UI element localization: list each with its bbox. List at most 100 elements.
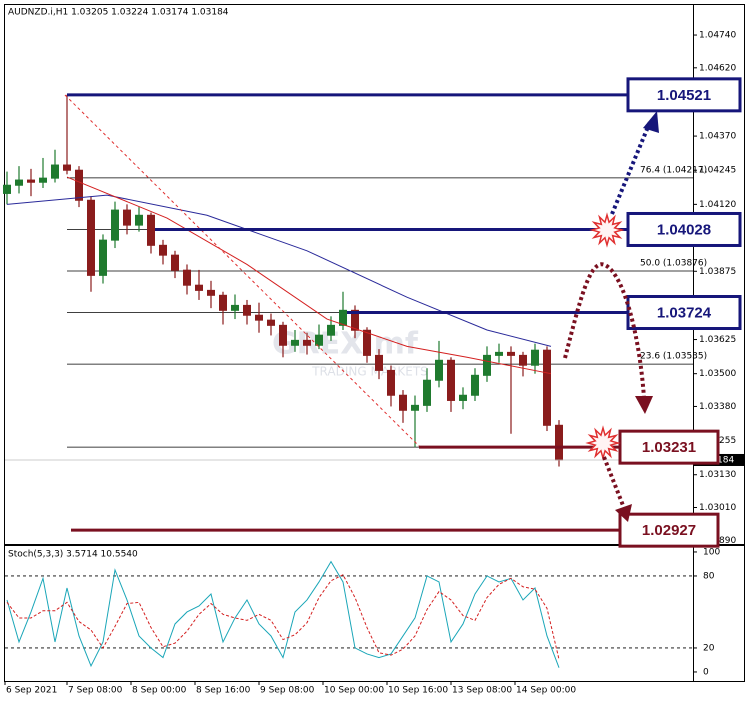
level-box: [618, 429, 720, 465]
stoch-title: Stoch(5,3,3) 3.5714 10.5540: [8, 550, 138, 560]
y-tick-label: 1.04620: [699, 63, 736, 73]
candle-body: [123, 209, 131, 226]
level-box: [626, 211, 742, 247]
level-box: [626, 77, 742, 113]
candle-body: [3, 184, 11, 194]
arrow-up: [610, 121, 652, 215]
candle-body: [327, 324, 335, 336]
stoch-panel: [4, 545, 745, 682]
arrow-arc: [563, 262, 646, 399]
level-label: 1.02927: [642, 522, 696, 539]
candle-body: [471, 374, 479, 396]
y-tick-label: 1.03130: [699, 470, 736, 480]
candle-body: [375, 354, 383, 371]
y-tick-label: 1.04370: [699, 132, 736, 142]
moving-average: [66, 176, 552, 375]
candle-body: [99, 239, 107, 276]
x-tick-label: 10 Sep 00:00: [324, 686, 384, 696]
stoch-line: [6, 574, 560, 660]
candle-body: [315, 334, 323, 346]
level-box: [618, 512, 720, 548]
arrow-head: [615, 504, 632, 522]
candle-body: [267, 319, 275, 326]
y-tick-label: 1.04245: [699, 166, 736, 176]
candle-body: [363, 329, 371, 356]
y-tick-label: 1.03010: [699, 503, 736, 513]
candle-body: [51, 164, 59, 179]
starburst: [589, 212, 625, 248]
arrow-head: [643, 111, 659, 133]
x-tick-label: 9 Sep 08:00: [260, 686, 315, 696]
fib-label: 50.0 (1.03876): [640, 258, 707, 268]
candle-body: [483, 354, 491, 376]
watermark-sub: TRADING MARKETS: [311, 365, 428, 379]
fib-label: 23.6 (1.03535): [640, 352, 707, 362]
candle-body: [291, 339, 299, 346]
candle-body: [495, 351, 503, 356]
x-tick-label: 8 Sep 16:00: [196, 686, 251, 696]
y-tick-label: 80: [703, 571, 715, 581]
candle-body: [219, 294, 227, 311]
candle-body: [231, 304, 239, 311]
arrow-head: [635, 396, 653, 414]
candle-body: [255, 314, 263, 321]
candle-body: [459, 394, 467, 401]
level-label: 1.03231: [642, 439, 696, 456]
candle-body: [75, 169, 83, 201]
candle-body: [531, 349, 539, 366]
candle-body: [147, 214, 155, 246]
candle-body: [159, 244, 167, 256]
candle-body: [519, 354, 527, 366]
overlay-layer: 1.04521 1.04028 1.03724 1.03231 1.02927: [67, 77, 742, 548]
y-tick-label: 1.03500: [699, 369, 736, 379]
x-tick-label: 8 Sep 00:00: [132, 686, 187, 696]
starburst: [585, 425, 621, 461]
candle-body: [351, 309, 359, 331]
level-box: [626, 295, 742, 331]
y-tick-label: 1.03380: [699, 402, 736, 412]
level-label: 1.04028: [657, 221, 711, 238]
stoch-line: [6, 560, 560, 668]
candle-body: [243, 304, 251, 316]
candle-body: [423, 379, 431, 406]
candle-body: [15, 179, 23, 186]
candle-body: [399, 394, 407, 411]
y-tick-label: 20: [703, 643, 715, 653]
candle-body: [543, 349, 551, 426]
arrows: [563, 121, 652, 509]
candle-body: [195, 284, 203, 291]
y-tick-label: 1.04740: [699, 31, 736, 41]
x-tick-label: 6 Sep 2021: [6, 686, 57, 696]
candle-body: [27, 179, 35, 183]
candle-body: [63, 164, 71, 171]
candle-body: [387, 369, 395, 396]
candle-body: [279, 324, 287, 346]
candle-body: [135, 214, 143, 226]
x-tick-label: 7 Sep 08:00: [68, 686, 123, 696]
candle-body: [303, 339, 311, 346]
candle-body: [171, 254, 179, 271]
candle-body: [447, 359, 455, 401]
candle-body: [411, 404, 419, 411]
candle-body: [507, 351, 515, 356]
x-tick-label: 13 Sep 08:00: [452, 686, 512, 696]
candle-body: [87, 199, 95, 276]
fib-anchor: [64, 94, 421, 448]
candle-body: [111, 209, 119, 241]
x-tick-label: 14 Sep 00:00: [516, 686, 576, 696]
main-panel: [4, 4, 745, 545]
y-tick-label: 100: [703, 547, 720, 557]
candle-body: [207, 289, 215, 296]
candle-body: [183, 269, 191, 286]
y-tick-label: 0: [703, 667, 709, 677]
y-tick-label: 1.03875: [699, 267, 736, 277]
y-tick-label: 1.03625: [699, 335, 736, 345]
candle-body: [39, 177, 47, 183]
level-label: 1.04521: [657, 87, 711, 104]
y-tick-label: 1.04120: [699, 200, 736, 210]
level-label: 1.03724: [657, 304, 712, 321]
fib-label: 76.4 (1.04217): [640, 165, 707, 175]
x-tick-label: 10 Sep 16:00: [388, 686, 448, 696]
